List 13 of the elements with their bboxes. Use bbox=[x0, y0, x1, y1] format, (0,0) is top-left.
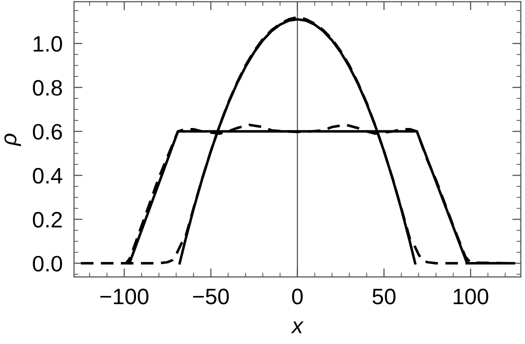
y-tick-label: 0.0 bbox=[32, 256, 62, 272]
y-tick-label: 0.2 bbox=[32, 212, 62, 228]
y-tick-label: 1.0 bbox=[34, 36, 62, 52]
y-tick-label: 0.8 bbox=[32, 80, 62, 96]
x-tick-label: −50 bbox=[193, 288, 229, 304]
x-tick-label: 50 bbox=[372, 288, 396, 304]
x-tick-label: −100 bbox=[100, 288, 148, 304]
y-tick-label: 0.4 bbox=[32, 168, 62, 184]
x-tick-label: 100 bbox=[454, 288, 488, 304]
y-axis-title: ρ bbox=[4, 134, 21, 146]
x-axis-title: x bbox=[290, 321, 304, 334]
x-tick-label: 0 bbox=[292, 288, 303, 304]
y-tick-label: 0.6 bbox=[32, 124, 62, 140]
